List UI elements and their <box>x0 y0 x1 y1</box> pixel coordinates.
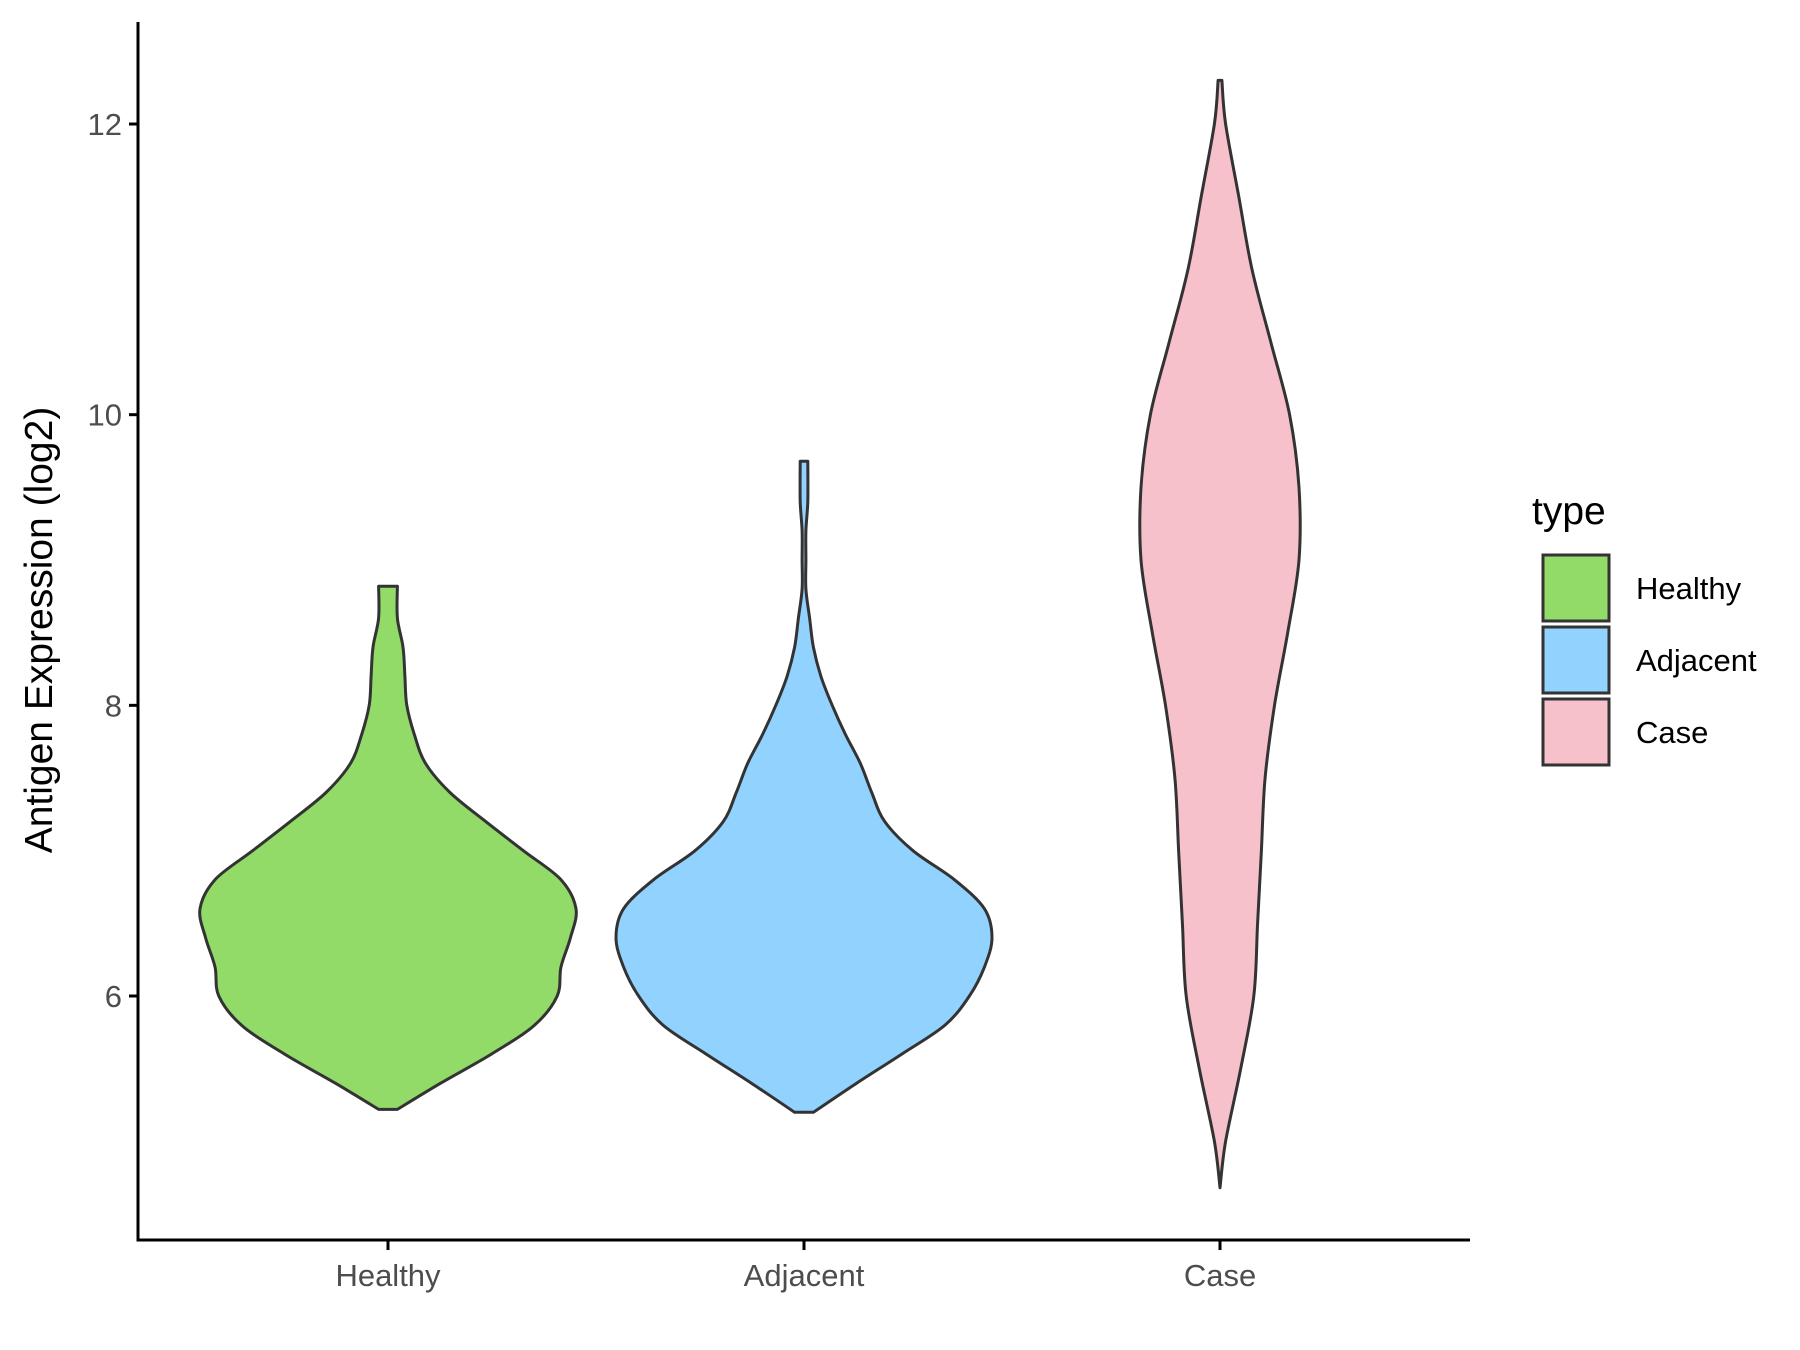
legend-label-healthy: Healthy <box>1636 571 1742 606</box>
legend-title: type <box>1532 490 1606 533</box>
y-ticks: 6 8 10 12 <box>88 107 138 1014</box>
x-tick-label: Healthy <box>335 1258 441 1293</box>
y-tick-label: 10 <box>88 398 122 433</box>
legend-key-case <box>1541 697 1611 767</box>
legend-label-adjacent: Adjacent <box>1636 643 1757 678</box>
y-tick-label: 12 <box>88 107 122 142</box>
legend: type Healthy Adjacent Case <box>1532 490 1757 767</box>
violin-healthy <box>198 584 578 1111</box>
x-tick-label: Adjacent <box>744 1258 865 1293</box>
violin-case <box>1138 78 1302 1190</box>
y-tick-label: 6 <box>105 979 122 1014</box>
y-axis-title: Antigen Expression (log2) <box>18 407 61 854</box>
x-ticks: Healthy Adjacent Case <box>335 1240 1256 1293</box>
legend-items: Healthy Adjacent Case <box>1541 553 1757 767</box>
violin-adjacent <box>614 459 994 1114</box>
x-tick-label: Case <box>1184 1258 1256 1293</box>
legend-key-adjacent <box>1541 625 1611 695</box>
y-tick-label: 8 <box>105 688 122 723</box>
legend-label-case: Case <box>1636 715 1708 750</box>
legend-key-healthy <box>1541 553 1611 623</box>
violins-layer <box>198 78 1302 1190</box>
